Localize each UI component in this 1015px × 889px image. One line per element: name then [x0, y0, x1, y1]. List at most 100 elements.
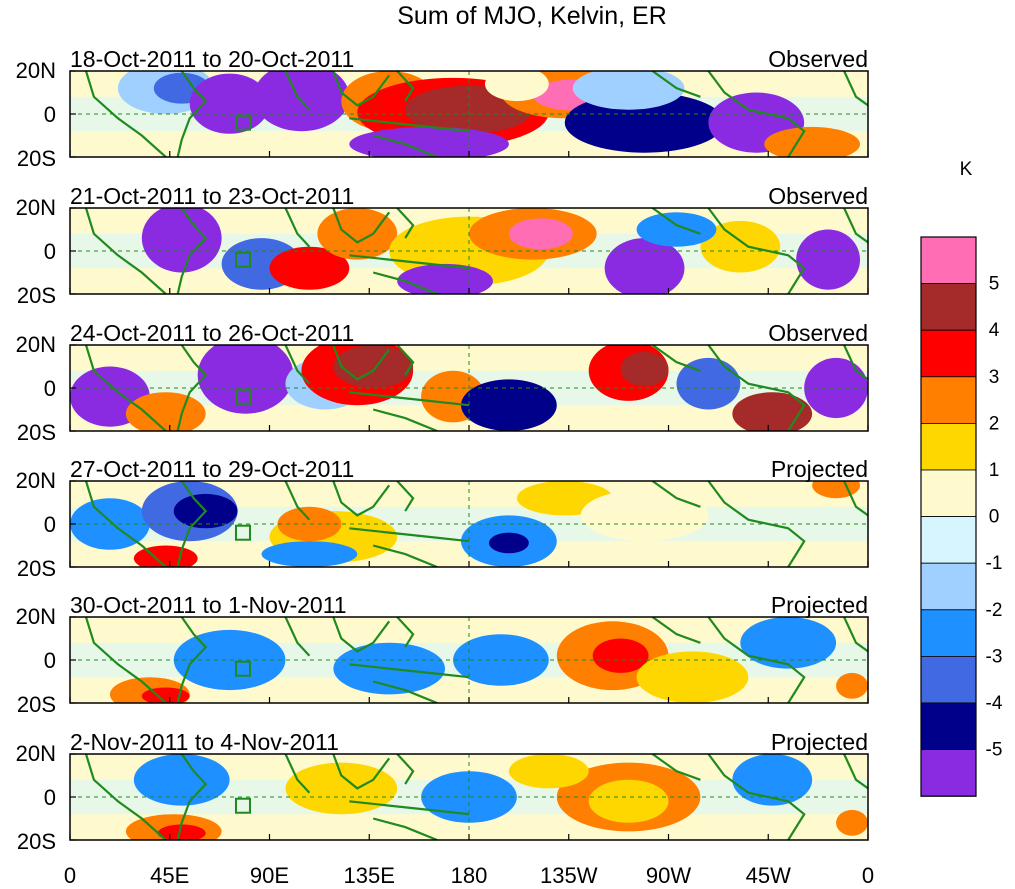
coastline [284, 754, 311, 794]
coastline [843, 345, 868, 381]
latitude-label: 20S [17, 556, 56, 581]
colorbar-swatch [920, 609, 977, 657]
colorbar-label: -1 [986, 553, 1003, 574]
coastline [284, 208, 311, 248]
coastline [651, 208, 701, 235]
anomaly-contour [812, 481, 861, 499]
panel-date-range: 18-Oct-2011 to 20-Oct-2011 [70, 46, 354, 72]
map-panel: 27-Oct-2011 to 29-Oct-2011 Projected 20N 0 2… [16, 456, 869, 581]
coastline [349, 800, 470, 816]
coastline [176, 345, 208, 431]
latitude-label: 0 [44, 102, 56, 127]
colorbar-swatch [920, 422, 977, 471]
latitude-label: 0 [44, 512, 56, 537]
anomaly-contour [592, 638, 649, 673]
anomaly-contour [572, 71, 685, 110]
coastline [84, 754, 167, 840]
latitude-label: 0 [44, 376, 56, 401]
latitude-label: 20S [17, 283, 56, 308]
coastline [651, 617, 701, 644]
anomaly-contour [488, 532, 529, 554]
anomaly-contour [133, 754, 230, 806]
latitude-label: 20S [17, 829, 56, 854]
anomaly-contour [676, 357, 741, 410]
latitude-label: 20N [16, 741, 56, 766]
panel-date-range: 24-Oct-2011 to 26-Oct-2011 [70, 320, 354, 346]
region-box [234, 660, 251, 677]
panel-type-label: Observed [768, 320, 868, 346]
region-box [234, 388, 251, 405]
anomaly-contour [261, 541, 358, 567]
coastline [349, 254, 470, 270]
colorbar-label: 4 [989, 320, 1000, 341]
coastline [84, 345, 167, 431]
longitude-label: 90E [250, 863, 289, 888]
colorbar-label: -4 [986, 693, 1003, 714]
latitude-label: 0 [44, 648, 56, 673]
coastline [396, 617, 415, 648]
anomaly-contour [804, 357, 868, 419]
coastline [396, 71, 415, 102]
panel-type-label: Observed [768, 46, 868, 72]
coastline [84, 71, 167, 157]
coastline [843, 481, 868, 517]
anomaly-contour [636, 651, 749, 703]
coastline [651, 754, 701, 781]
region-box [234, 251, 251, 268]
anomaly-contour [796, 229, 861, 290]
coastline [651, 481, 701, 508]
coastline [332, 71, 391, 107]
figure-title: Sum of MJO, Kelvin, ER [397, 2, 667, 30]
longitude-label: 45E [150, 863, 189, 888]
coastline [372, 544, 438, 567]
longitude-label: 0 [862, 863, 874, 888]
map-panel: 21-Oct-2011 to 23-Oct-2011 Observed 20N 0 20… [16, 183, 869, 308]
anomaly-contour [141, 208, 222, 273]
latitude-label: 20S [17, 420, 56, 445]
longitude-axis: 0 45E 90E 135E 180 135W 90W 45W 0 [64, 863, 874, 888]
latitude-label: 0 [44, 239, 56, 264]
colorbar-swatch [920, 656, 977, 704]
coastline [396, 345, 415, 376]
coastline [332, 617, 391, 653]
panel-type-label: Observed [768, 183, 868, 209]
anomaly-contour [317, 208, 398, 260]
coastline [176, 208, 208, 294]
map-panel: 18-Oct-2011 to 20-Oct-2011 Observed 20N 0 20… [16, 46, 869, 171]
coastline [349, 391, 470, 407]
coastline [396, 208, 415, 239]
colorbar-unit: K [960, 159, 973, 180]
map-panel: 24-Oct-2011 to 26-Oct-2011 Observed 20N 0 20… [16, 320, 869, 445]
anomaly-contour [836, 672, 868, 699]
anomaly-contour [349, 126, 509, 157]
colorbar-label: 2 [989, 413, 1000, 434]
anomaly-contour [453, 634, 549, 686]
anomaly-contour [580, 489, 709, 542]
longitude-label: 135E [344, 863, 395, 888]
coastline [176, 71, 208, 157]
coastline [284, 345, 311, 385]
colorbar-swatch [920, 469, 977, 517]
region-box [234, 524, 251, 541]
latitude-label: 20N [16, 604, 56, 629]
coastline [332, 345, 391, 381]
region-box [234, 114, 251, 131]
colorbar-label: 0 [989, 507, 1000, 528]
anomaly-contour [732, 392, 813, 431]
longitude-label: 135W [540, 863, 598, 888]
colorbar-label: 3 [989, 367, 1000, 388]
longitude-label: 45W [746, 863, 791, 888]
anomaly-contour [604, 238, 685, 294]
anomaly-contour [700, 220, 781, 273]
coastline [84, 481, 167, 567]
coastline [332, 754, 391, 790]
coastline [176, 754, 208, 840]
anomaly-contour [461, 379, 557, 431]
coastline [651, 345, 701, 372]
anomaly-contour [397, 263, 493, 294]
coastline [349, 663, 470, 679]
latitude-label: 20S [17, 146, 56, 171]
anomaly-field [70, 71, 868, 157]
anomaly-contour [588, 779, 669, 823]
colorbar-swatch [920, 702, 977, 750]
